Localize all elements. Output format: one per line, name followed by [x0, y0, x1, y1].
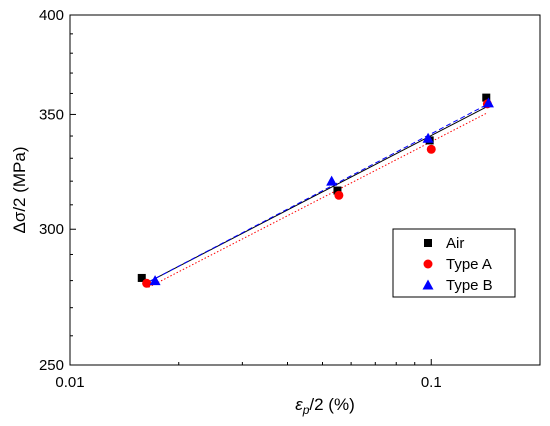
- data-markers: [137, 93, 494, 288]
- y-tick-label: 250: [39, 357, 64, 374]
- x-axis-label: εp/2 (%): [295, 395, 355, 417]
- data-point-type-b: [482, 97, 494, 108]
- plot-frame: [69, 14, 541, 366]
- data-point-air: [482, 93, 491, 102]
- y-axis-ticks: 250 300 350 400: [39, 7, 76, 374]
- data-point-type-b: [149, 275, 161, 286]
- fit-line-type-a: [148, 112, 487, 288]
- data-point-type-a: [334, 190, 344, 200]
- legend-label-air: Air: [446, 235, 464, 252]
- data-point-type-a: [142, 278, 152, 288]
- legend-label-type-b: Type B: [446, 277, 493, 294]
- data-point-type-b: [326, 175, 338, 186]
- y-tick-label: 350: [39, 106, 64, 123]
- y-axis-label: Δσ/2 (MPa): [10, 146, 29, 233]
- y-tick-label: 400: [39, 7, 64, 24]
- y-tick-label: 300: [39, 221, 64, 238]
- data-point-type-b: [422, 132, 434, 143]
- x-tick-label: 0.1: [421, 374, 442, 391]
- x-axis-ticks: 0.01 0.1: [55, 359, 541, 391]
- data-point-air: [333, 186, 342, 195]
- legend-marker-type-a: [423, 259, 433, 269]
- legend-label-type-a: Type A: [446, 256, 492, 273]
- x-tick-label: 0.01: [55, 374, 84, 391]
- data-point-air: [137, 273, 146, 282]
- data-point-type-a: [426, 144, 436, 154]
- legend-marker-air: [424, 239, 432, 247]
- legend-box: [392, 228, 516, 298]
- legend-marker-type-b: [422, 279, 434, 290]
- legend: Air Type A Type B: [392, 228, 516, 298]
